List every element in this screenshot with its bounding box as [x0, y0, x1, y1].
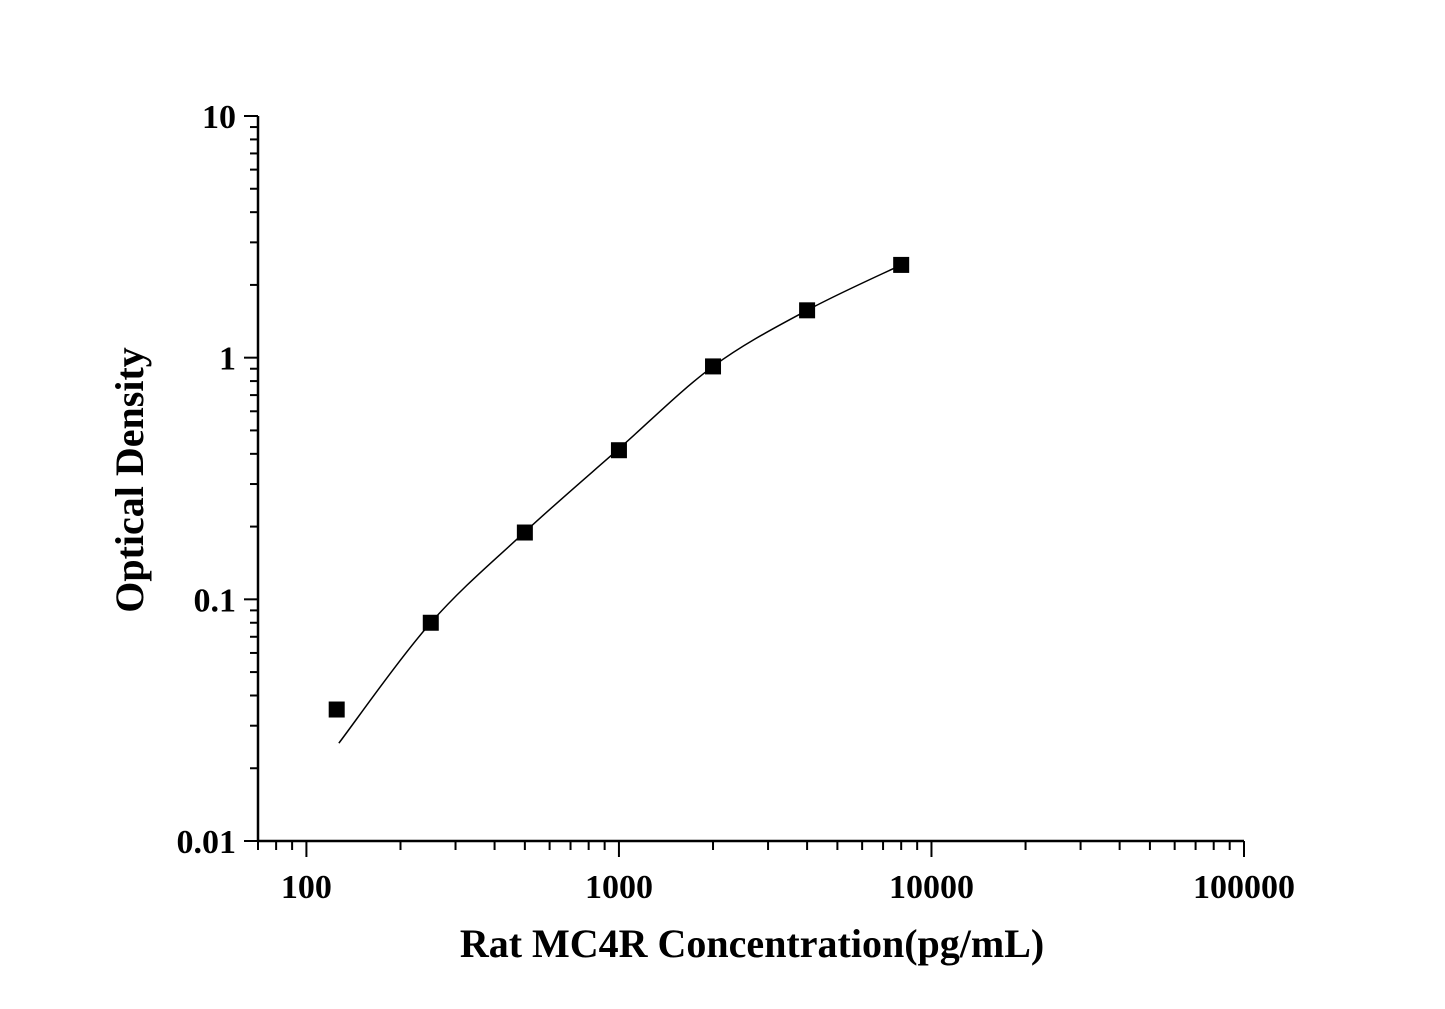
x-tick-label: 1000 — [585, 869, 653, 906]
data-point — [705, 358, 722, 375]
data-point — [422, 614, 439, 631]
axes: 100 1000 10000 100000 0.01 0.1 1 10 — [177, 99, 1296, 906]
y-tick-label: 0.01 — [177, 824, 237, 861]
x-tick-label: 10000 — [889, 869, 974, 906]
y-axis-title: Optical Density — [107, 347, 152, 613]
x-tick-label: 100000 — [1193, 869, 1295, 906]
y-tick-label: 10 — [202, 99, 236, 136]
fit-curve — [338, 264, 902, 744]
data-points — [328, 256, 910, 718]
x-axis-title: Rat MC4R Concentration(pg/mL) — [460, 921, 1044, 966]
data-point — [893, 256, 910, 273]
y-tick-label: 1 — [219, 341, 236, 378]
data-point — [799, 302, 816, 319]
data-point — [610, 442, 627, 459]
data-point — [516, 524, 533, 541]
y-tick-label: 0.1 — [194, 582, 237, 619]
data-point — [328, 701, 345, 718]
x-tick-label: 100 — [281, 869, 332, 906]
